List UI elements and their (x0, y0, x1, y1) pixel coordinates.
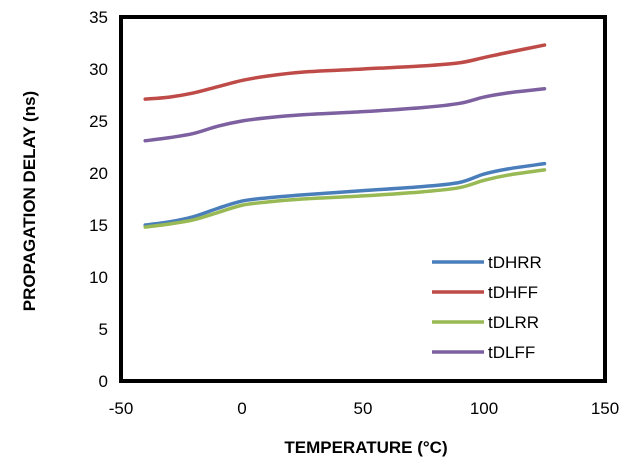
y-tick-label: 30 (89, 60, 108, 79)
legend-label-tdlrr: tDLRR (488, 313, 539, 332)
y-tick-label: 25 (89, 112, 108, 131)
y-tick-label: 0 (99, 372, 108, 391)
x-tick-label: -50 (109, 399, 134, 418)
series-line-tdlrr (143, 168, 547, 229)
x-tick-label: 50 (354, 399, 373, 418)
x-tick-label: 150 (591, 399, 619, 418)
plot-area-frame (119, 15, 607, 383)
y-tick-label: 5 (99, 320, 108, 339)
series-line-tdhff (143, 43, 547, 101)
x-tick-label: 100 (470, 399, 498, 418)
y-tick-label: 10 (89, 268, 108, 287)
y-tick-label: 35 (89, 8, 108, 27)
legend-label-tdhrr: tDHRR (488, 253, 542, 272)
y-axis-ticks: 0 5 10 15 20 25 30 35 (89, 8, 108, 391)
series-line-tdhrr (143, 161, 547, 227)
y-axis-title: PROPAGATION DELAY (ns) (20, 91, 39, 311)
x-tick-label: 0 (237, 399, 246, 418)
legend (420, 245, 585, 371)
y-tick-label: 15 (89, 216, 108, 235)
x-axis-title: TEMPERATURE (°C) (284, 438, 447, 457)
x-axis-ticks: -50 0 50 100 150 (109, 399, 619, 418)
legend-label-tdlff: tDLFF (488, 343, 535, 362)
legend-entries: tDHRR tDHFF tDLRR tDLFF (432, 253, 542, 362)
legend-label-tdhff: tDHFF (488, 283, 538, 302)
series-layer (143, 43, 547, 229)
y-tick-label: 20 (89, 164, 108, 183)
series-line-tdlff (143, 87, 547, 143)
